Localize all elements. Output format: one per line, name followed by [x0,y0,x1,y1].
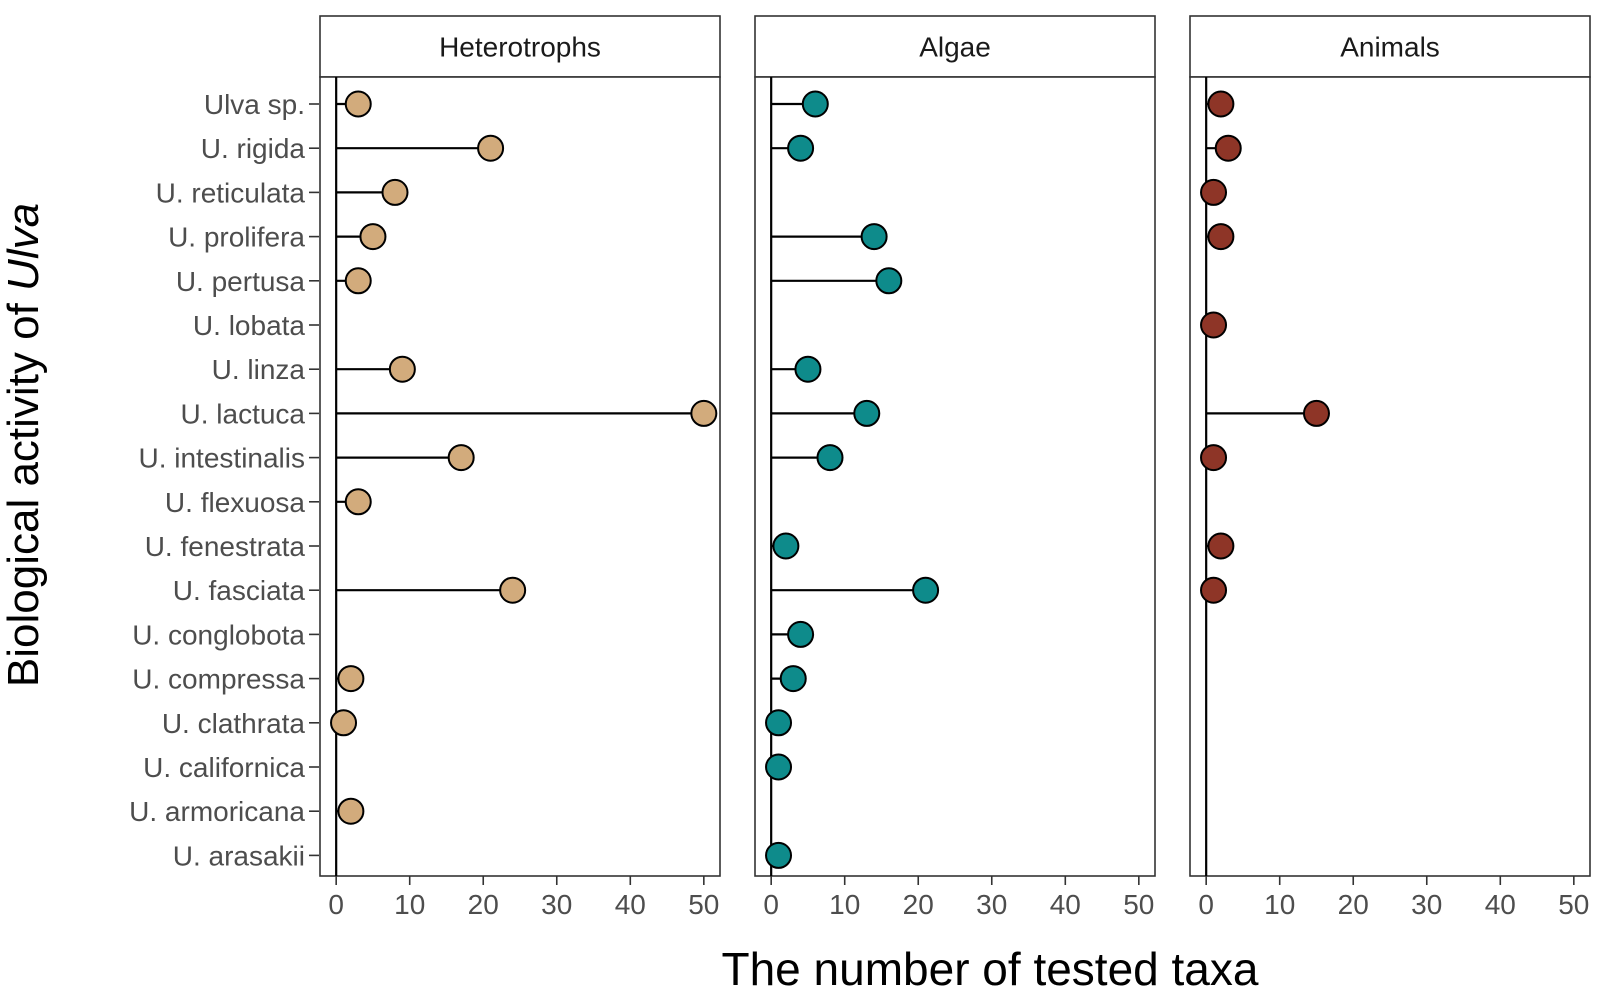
x-tick-label: 10 [1264,889,1295,920]
x-tick-label: 30 [1411,889,1442,920]
y-tick-label-u-lobata: U. lobata [193,310,305,341]
facet-strip-label: Animals [1340,32,1440,63]
facet-strip [319,15,721,78]
x-tick-label: 30 [976,889,1007,920]
facet-panel-animals: Animals 0 10 20 30 40 50 [1189,15,1591,920]
lollipop-point-u-prolifera [1207,223,1235,251]
y-tick-label-u-flexuosa: U. flexuosa [165,487,305,518]
facet-plot-area [754,76,1156,877]
lollipop-point-u-rigida [477,134,505,162]
lollipop-point-u-fenestrata [772,532,800,560]
y-axis-title-text: Biological activity of [0,291,48,687]
x-tick-label: 0 [763,889,779,920]
facet-strip [1189,15,1591,78]
lollipop-point-u-compressa [779,665,807,693]
lollipop-point-u-intestinalis [816,444,844,472]
x-tick-label: 20 [1338,889,1369,920]
x-tick-label: 50 [688,889,719,920]
y-tick-label-u-reticulata: U. reticulata [156,177,306,208]
facet-plot-area [319,76,721,877]
x-tick-label: 30 [541,889,572,920]
y-axis-title: Biological activity of Ulva [0,203,48,687]
lollipop-point-u-clathrata [330,709,358,737]
facet-panel-algae: Algae 0 10 20 30 40 50 [754,15,1156,920]
x-tick-label: 10 [829,889,860,920]
lollipop-point-u-intestinalis [447,444,475,472]
lollipop-point-u-fenestrata [1207,532,1235,560]
lollipop-point-ulva-sp [801,90,829,118]
lollipop-point-u-linza [794,355,822,383]
lollipop-point-u-lactuca [1302,399,1330,427]
y-tick-label-ulva-sp: Ulva sp. [204,89,305,120]
y-tick-label-u-fasciata: U. fasciata [173,575,306,606]
facet-strip-label: Algae [919,32,991,63]
x-tick-label: 10 [394,889,425,920]
lollipop-point-u-compressa [337,665,365,693]
x-axis-title: The number of tested taxa [722,943,1259,995]
y-tick-label-u-clathrata: U. clathrata [162,708,306,739]
lollipop-point-u-rigida [787,134,815,162]
y-tick-label-u-californica: U. californica [143,752,305,783]
lollipop-point-u-prolifera [860,223,888,251]
y-tick-label-u-lactuca: U. lactuca [181,398,306,429]
lollipop-point-u-arasakii [765,841,793,869]
y-tick-label-u-compressa: U. compressa [132,664,305,695]
lollipop-point-ulva-sp [344,90,372,118]
lollipop-point-u-lactuca [853,399,881,427]
facet-panel-heterotrophs: Heterotrophs 0 10 20 30 40 50 [319,15,721,920]
y-tick-label-u-rigida: U. rigida [201,133,306,164]
x-tick-label: 0 [328,889,344,920]
y-tick-label-u-armoricana: U. armoricana [129,796,305,827]
y-tick-label-u-arasakii: U. arasakii [173,840,305,871]
lollipop-point-u-pertusa [875,267,903,295]
y-tick-label-u-prolifera: U. prolifera [168,222,305,253]
x-tick-label: 40 [1050,889,1081,920]
y-tick-label-u-fenestrata: U. fenestrata [145,531,306,562]
facet-plot-area [1189,76,1591,877]
lollipop-point-u-clathrata [765,709,793,737]
x-tick-label: 50 [1123,889,1154,920]
lollipop-point-u-conglobota [787,620,815,648]
lollipop-point-ulva-sp [1207,90,1235,118]
lollipop-point-u-reticulata [381,178,409,206]
lollipop-point-u-lobata [1200,311,1228,339]
x-tick-label: 0 [1198,889,1214,920]
x-tick-label: 20 [903,889,934,920]
lollipop-point-u-reticulata [1200,178,1228,206]
y-tick-label-u-conglobota: U. conglobota [132,619,305,650]
y-tick-label-u-linza: U. linza [212,354,306,385]
lollipop-point-u-linza [388,355,416,383]
lollipop-point-u-armoricana [337,797,365,825]
x-tick-label: 40 [1485,889,1516,920]
x-tick-label: 50 [1558,889,1589,920]
lollipop-point-u-fasciata [912,576,940,604]
lollipop-point-u-lactuca [690,399,718,427]
lollipop-point-u-intestinalis [1200,444,1228,472]
lollipop-point-u-fasciata [499,576,527,604]
lollipop-point-u-flexuosa [344,488,372,516]
lollipop-point-u-pertusa [344,267,372,295]
y-tick-label-u-pertusa: U. pertusa [176,266,306,297]
y-axis: Ulva sp. U. rigida U. reticulata U. prolife… [129,89,319,871]
x-tick-label: 20 [468,889,499,920]
lollipop-point-u-californica [765,753,793,781]
lollipop-point-u-prolifera [359,223,387,251]
y-axis-title-italic: Ulva [0,203,48,291]
lollipop-point-u-fasciata [1200,576,1228,604]
x-tick-label: 40 [615,889,646,920]
lollipop-point-u-rigida [1214,134,1242,162]
y-tick-label-u-intestinalis: U. intestinalis [138,443,305,474]
facet-strip [754,15,1156,78]
facet-strip-label: Heterotrophs [439,32,601,63]
